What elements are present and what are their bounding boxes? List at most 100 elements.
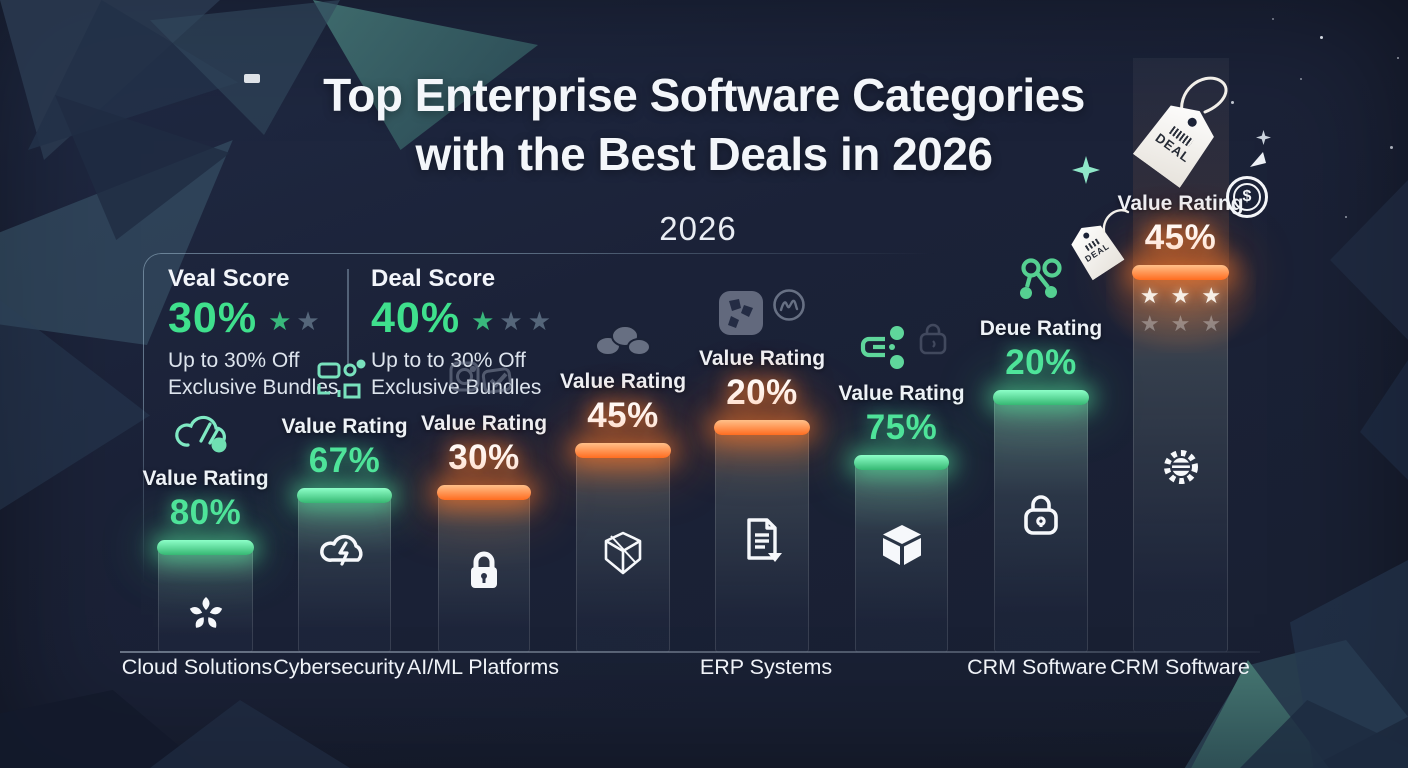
bar-rating-value: 45% [587, 396, 659, 435]
tag-string [1180, 76, 1228, 120]
tag-hole [1082, 231, 1090, 239]
erp-tile-and-badge-icons [717, 287, 807, 337]
score-value: 40% [371, 294, 461, 342]
bg-polygon [1360, 360, 1408, 480]
axis-baseline [120, 651, 1260, 653]
bg-polygon [150, 700, 350, 768]
bar-rating-label: Value Rating [559, 370, 687, 393]
star-dot [1320, 36, 1323, 39]
dollar-symbol: $ [1233, 183, 1261, 211]
bar-cap [1132, 265, 1229, 280]
panel-divider [347, 269, 349, 367]
orange-glow [1106, 228, 1256, 353]
bar-cap [575, 443, 671, 458]
score-stars: ★ ★ ★ [471, 300, 551, 337]
bar-rating-label: Value Rating [142, 467, 269, 490]
bar-rating-value: 20% [1005, 343, 1077, 382]
bar-rating-label: Value Rating [1117, 192, 1244, 215]
bar-rating-value: 45% [1144, 218, 1217, 257]
lock-badge-icon [919, 323, 946, 355]
small-tag-string [1102, 209, 1130, 234]
bar-group-cybersecurity: Value Rating 67% [281, 357, 408, 652]
category-label-crm-software-2: CRM Software [1110, 655, 1250, 679]
link-nodes-and-lock-icons [855, 322, 949, 372]
bar-stars-row-dim: ★ ★ ★ [1134, 311, 1227, 337]
bar-rating-value: 80% [169, 493, 242, 532]
bar-45 [575, 443, 671, 652]
dollar-coin-icon: $ [1226, 176, 1268, 218]
bar-group-erp-systems: Value Rating 20% [699, 287, 825, 652]
star-icon: ★ [1201, 283, 1222, 308]
score-label: Deal Score [371, 265, 496, 292]
bar-rating-label: Deue Rating [979, 317, 1103, 340]
bar-crm-software-2: ★ ★ ★ ★ ★ ★ [1132, 265, 1229, 652]
page-title: Top Enterprise Software Categories with … [0, 66, 1408, 184]
bar-cybersecurity [297, 488, 392, 652]
bar-group-45: Value Rating 45% [560, 320, 686, 652]
bar-rating-value: 30% [448, 438, 520, 477]
sparkle-icon [1072, 156, 1100, 184]
star-icon: ★ [268, 306, 292, 336]
category-label-cloud-solutions: Cloud Solutions [121, 655, 273, 679]
star-dot [1390, 146, 1393, 149]
bar-cap [714, 420, 810, 435]
bar-cap [297, 488, 392, 503]
bar-75 [854, 455, 949, 652]
bar-rating-label: Value Rating [838, 382, 965, 405]
bar-rating-label: Value Rating [281, 415, 408, 438]
title-line-2: with the Best Deals in 2026 [415, 127, 993, 180]
score-stars: ★ ★ [268, 300, 320, 337]
bar-erp-systems [714, 420, 810, 652]
bar-rating-label: Value Rating [698, 347, 826, 370]
box-shield-wireframe-icon [600, 529, 646, 584]
bar-crm-software [993, 390, 1089, 652]
bg-polygon [1330, 180, 1408, 340]
title-line-1: Top Enterprise Software Categories [323, 69, 1085, 121]
star-icon: ★ [499, 306, 523, 336]
link-nodes-icon [860, 326, 904, 369]
category-label-cybersecurity: Cybersecurity [273, 655, 405, 679]
tag-hole [1186, 116, 1199, 129]
bar-group-75: Value Rating 75% [838, 322, 965, 652]
bar-stars-row-bright: ★ ★ ★ [1134, 283, 1227, 309]
bar-cloud-solutions [157, 540, 254, 652]
arrow-cursor-icon [1250, 152, 1266, 167]
sparkle-icon [1256, 130, 1271, 145]
star-icon: ★ [1139, 283, 1160, 308]
cloud-lightning-icon [318, 526, 372, 575]
star-dot [1272, 18, 1274, 20]
bar-rating-value: 67% [308, 441, 381, 480]
camera-check-icon [447, 358, 521, 402]
year-label: 2026 [659, 210, 737, 247]
star-icon: ★ [471, 306, 495, 336]
bg-polygon [0, 300, 150, 510]
lock-filled-icon [464, 547, 504, 598]
document-icon [741, 516, 783, 569]
bar-group-ai-ml-platforms: Value Rating 30% [421, 358, 547, 652]
score-label: Veal Score [168, 265, 290, 292]
bar-ai-ml-platforms [437, 485, 531, 652]
bar-rating-value: 75% [865, 408, 938, 447]
cloud-cluster-icon [590, 320, 656, 360]
star-icon: ★ [527, 306, 552, 336]
category-label-erp-systems: ERP Systems [699, 655, 833, 679]
bar-group-crm-software: Deue Rating 20% [980, 257, 1102, 652]
bg-polygon [0, 690, 205, 768]
star-dot [1231, 101, 1234, 104]
score-value: 30% [168, 294, 258, 342]
star-icon: ★ [1139, 311, 1160, 336]
molecule-nodes-icon [1014, 257, 1068, 307]
m-logo-badge-icon [773, 289, 805, 321]
star-icon: ★ [296, 306, 320, 336]
bar-rating-label: Value Rating [420, 412, 548, 435]
circuit-tech-icon [314, 357, 376, 405]
bg-polygon [1240, 700, 1408, 768]
star-icon: ★ [1170, 311, 1191, 336]
bar-group-cloud-solutions: Value Rating 80% [142, 405, 269, 652]
star-dot [1345, 216, 1347, 218]
category-label-ai-ml-platforms: AI/ML Platforms [406, 655, 560, 679]
star-dot [1300, 78, 1302, 80]
star-dot [1397, 57, 1399, 59]
bar-cap [437, 485, 531, 500]
